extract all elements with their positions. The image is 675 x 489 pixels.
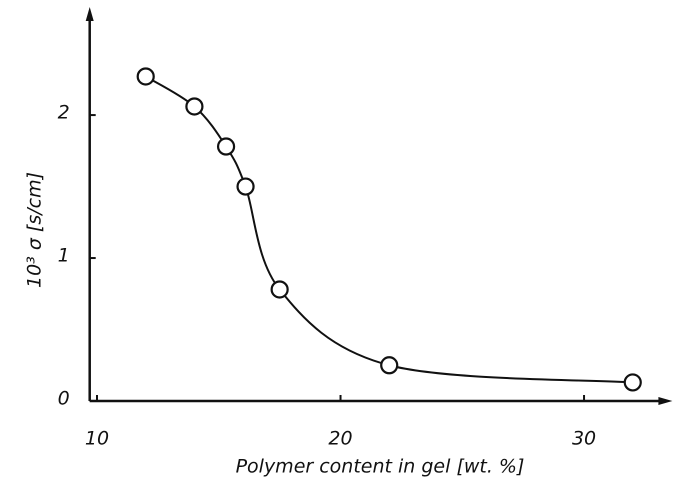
y-tick-label: 0 bbox=[58, 388, 70, 410]
data-point bbox=[216, 137, 236, 156]
y-axis-label: 10³ σ [s/cm] bbox=[24, 172, 46, 288]
x-axis-label: Polymer content in gel [wt. %] bbox=[236, 456, 525, 478]
y-tick-label: 1 bbox=[58, 245, 70, 267]
data-point bbox=[185, 97, 204, 116]
x-tick-label: 10 bbox=[85, 428, 109, 450]
data-point bbox=[136, 67, 155, 86]
data-point bbox=[270, 280, 289, 299]
data-point bbox=[623, 373, 642, 392]
x-tick-label: 30 bbox=[572, 428, 596, 450]
data-point bbox=[236, 177, 255, 196]
fit-curve bbox=[145, 75, 633, 384]
y-tick-label: 2 bbox=[58, 102, 70, 124]
data-point bbox=[380, 356, 399, 375]
x-axis-arrow bbox=[658, 397, 673, 405]
x-tick-label: 20 bbox=[328, 428, 352, 450]
y-axis-arrow bbox=[85, 7, 94, 21]
